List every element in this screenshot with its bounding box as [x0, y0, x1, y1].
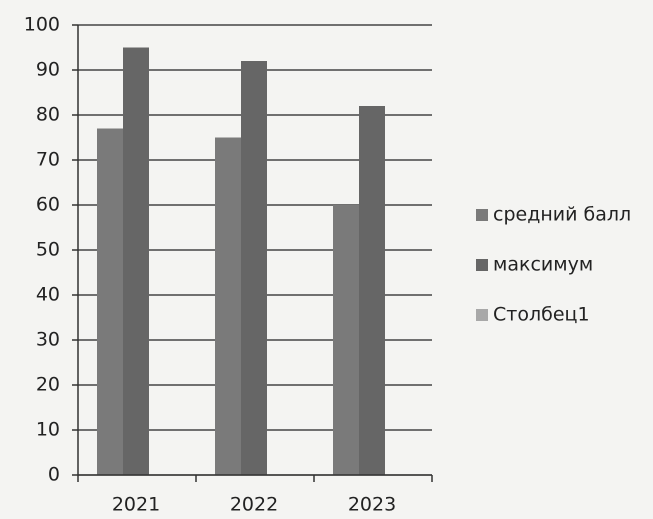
legend-label: средний балл: [493, 204, 631, 226]
legend-label: Столбец1: [493, 304, 590, 326]
y-tick-label: 0: [48, 464, 60, 486]
y-tick-label: 70: [36, 149, 60, 171]
bar: [333, 205, 359, 475]
y-tick-label: 20: [36, 374, 60, 396]
y-tick-label: 100: [24, 14, 60, 36]
y-tick-label: 60: [36, 194, 60, 216]
bar: [359, 106, 385, 475]
bar: [97, 128, 123, 475]
x-tick-label: 2022: [230, 494, 278, 516]
x-tick-label: 2021: [112, 494, 160, 516]
bar: [215, 137, 241, 475]
y-tick-label: 90: [36, 59, 60, 81]
y-tick-label: 80: [36, 104, 60, 126]
x-tick-label: 2023: [348, 494, 396, 516]
legend-swatch: [476, 209, 488, 221]
bar: [123, 47, 149, 475]
y-tick-label: 10: [36, 419, 60, 441]
y-tick-label: 30: [36, 329, 60, 351]
legend-swatch: [476, 259, 488, 271]
bar: [241, 61, 267, 475]
legend-swatch: [476, 309, 488, 321]
y-tick-label: 50: [36, 239, 60, 261]
y-tick-label: 40: [36, 284, 60, 306]
legend-label: максимум: [493, 254, 593, 276]
